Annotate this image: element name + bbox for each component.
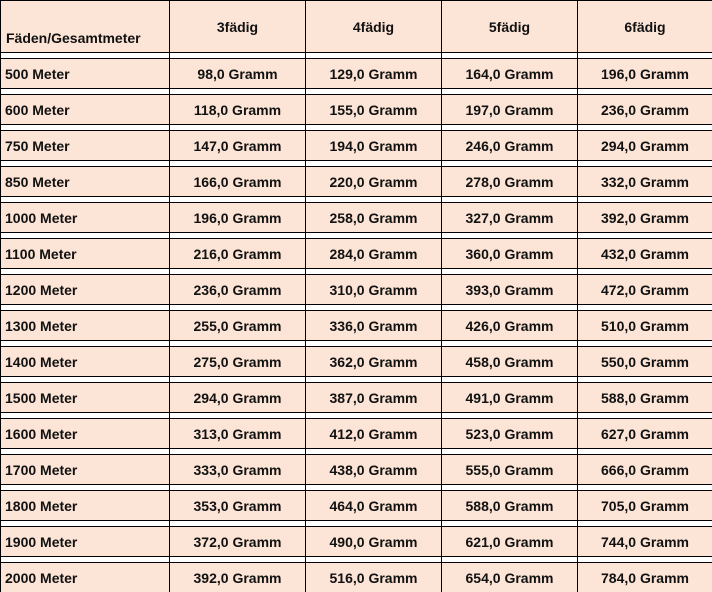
table-cell: 458,0 Gramm: [441, 340, 577, 376]
column-header: 4fädig: [305, 1, 441, 52]
table-cell: 627,0 Gramm: [577, 412, 712, 448]
row-label: 750 Meter: [0, 124, 169, 160]
table-cell: 393,0 Gramm: [441, 268, 577, 304]
table-cell: 194,0 Gramm: [305, 124, 441, 160]
table-cell: 275,0 Gramm: [169, 340, 305, 376]
table-cell: 147,0 Gramm: [169, 124, 305, 160]
header-row-label: Fäden/Gesamtmeter: [0, 1, 169, 52]
table-cell: 258,0 Gramm: [305, 196, 441, 232]
table-cell: 744,0 Gramm: [577, 520, 712, 556]
table-cell: 155,0 Gramm: [305, 88, 441, 124]
table-cell: 490,0 Gramm: [305, 520, 441, 556]
table-cell: 216,0 Gramm: [169, 232, 305, 268]
table-cell: 588,0 Gramm: [441, 484, 577, 520]
table-cell: 98,0 Gramm: [169, 52, 305, 88]
row-label: 1100 Meter: [0, 232, 169, 268]
table-cell: 333,0 Gramm: [169, 448, 305, 484]
column-header: 6fädig: [577, 1, 712, 52]
table-cell: 360,0 Gramm: [441, 232, 577, 268]
table-cell: 196,0 Gramm: [577, 52, 712, 88]
table-cell: 412,0 Gramm: [305, 412, 441, 448]
table-cell: 353,0 Gramm: [169, 484, 305, 520]
table-cell: 387,0 Gramm: [305, 376, 441, 412]
row-label: 850 Meter: [0, 160, 169, 196]
row-label: 1700 Meter: [0, 448, 169, 484]
table-cell: 621,0 Gramm: [441, 520, 577, 556]
table-cell: 236,0 Gramm: [577, 88, 712, 124]
table-cell: 294,0 Gramm: [577, 124, 712, 160]
table-cell: 336,0 Gramm: [305, 304, 441, 340]
row-label: 1200 Meter: [0, 268, 169, 304]
table-cell: 164,0 Gramm: [441, 52, 577, 88]
row-label: 1000 Meter: [0, 196, 169, 232]
table-cell: 392,0 Gramm: [169, 556, 305, 592]
table-cell: 129,0 Gramm: [305, 52, 441, 88]
table-cell: 196,0 Gramm: [169, 196, 305, 232]
table-cell: 516,0 Gramm: [305, 556, 441, 592]
column-header: 5fädig: [441, 1, 577, 52]
table-cell: 220,0 Gramm: [305, 160, 441, 196]
table-cell: 426,0 Gramm: [441, 304, 577, 340]
row-label: 1400 Meter: [0, 340, 169, 376]
table-cell: 246,0 Gramm: [441, 124, 577, 160]
table-cell: 432,0 Gramm: [577, 232, 712, 268]
table-cell: 197,0 Gramm: [441, 88, 577, 124]
table-cell: 166,0 Gramm: [169, 160, 305, 196]
table-cell: 362,0 Gramm: [305, 340, 441, 376]
table-cell: 588,0 Gramm: [577, 376, 712, 412]
table-cell: 705,0 Gramm: [577, 484, 712, 520]
table-cell: 550,0 Gramm: [577, 340, 712, 376]
table-cell: 278,0 Gramm: [441, 160, 577, 196]
row-label: 1300 Meter: [0, 304, 169, 340]
table-cell: 310,0 Gramm: [305, 268, 441, 304]
row-label: 500 Meter: [0, 52, 169, 88]
column-header: 3fädig: [169, 1, 305, 52]
row-label: 1900 Meter: [0, 520, 169, 556]
row-label: 2000 Meter: [0, 556, 169, 592]
table-cell: 438,0 Gramm: [305, 448, 441, 484]
table-cell: 784,0 Gramm: [577, 556, 712, 592]
table-cell: 491,0 Gramm: [441, 376, 577, 412]
table-cell: 118,0 Gramm: [169, 88, 305, 124]
table-cell: 294,0 Gramm: [169, 376, 305, 412]
row-label: 1500 Meter: [0, 376, 169, 412]
table-cell: 332,0 Gramm: [577, 160, 712, 196]
row-label: 600 Meter: [0, 88, 169, 124]
row-label: 1800 Meter: [0, 484, 169, 520]
table-cell: 510,0 Gramm: [577, 304, 712, 340]
table-cell: 555,0 Gramm: [441, 448, 577, 484]
table-cell: 327,0 Gramm: [441, 196, 577, 232]
table-cell: 472,0 Gramm: [577, 268, 712, 304]
table-cell: 464,0 Gramm: [305, 484, 441, 520]
table-cell: 372,0 Gramm: [169, 520, 305, 556]
row-label: 1600 Meter: [0, 412, 169, 448]
table-cell: 666,0 Gramm: [577, 448, 712, 484]
table-cell: 523,0 Gramm: [441, 412, 577, 448]
table-cell: 313,0 Gramm: [169, 412, 305, 448]
table-cell: 284,0 Gramm: [305, 232, 441, 268]
table-cell: 236,0 Gramm: [169, 268, 305, 304]
table-cell: 654,0 Gramm: [441, 556, 577, 592]
table-cell: 392,0 Gramm: [577, 196, 712, 232]
table-cell: 255,0 Gramm: [169, 304, 305, 340]
